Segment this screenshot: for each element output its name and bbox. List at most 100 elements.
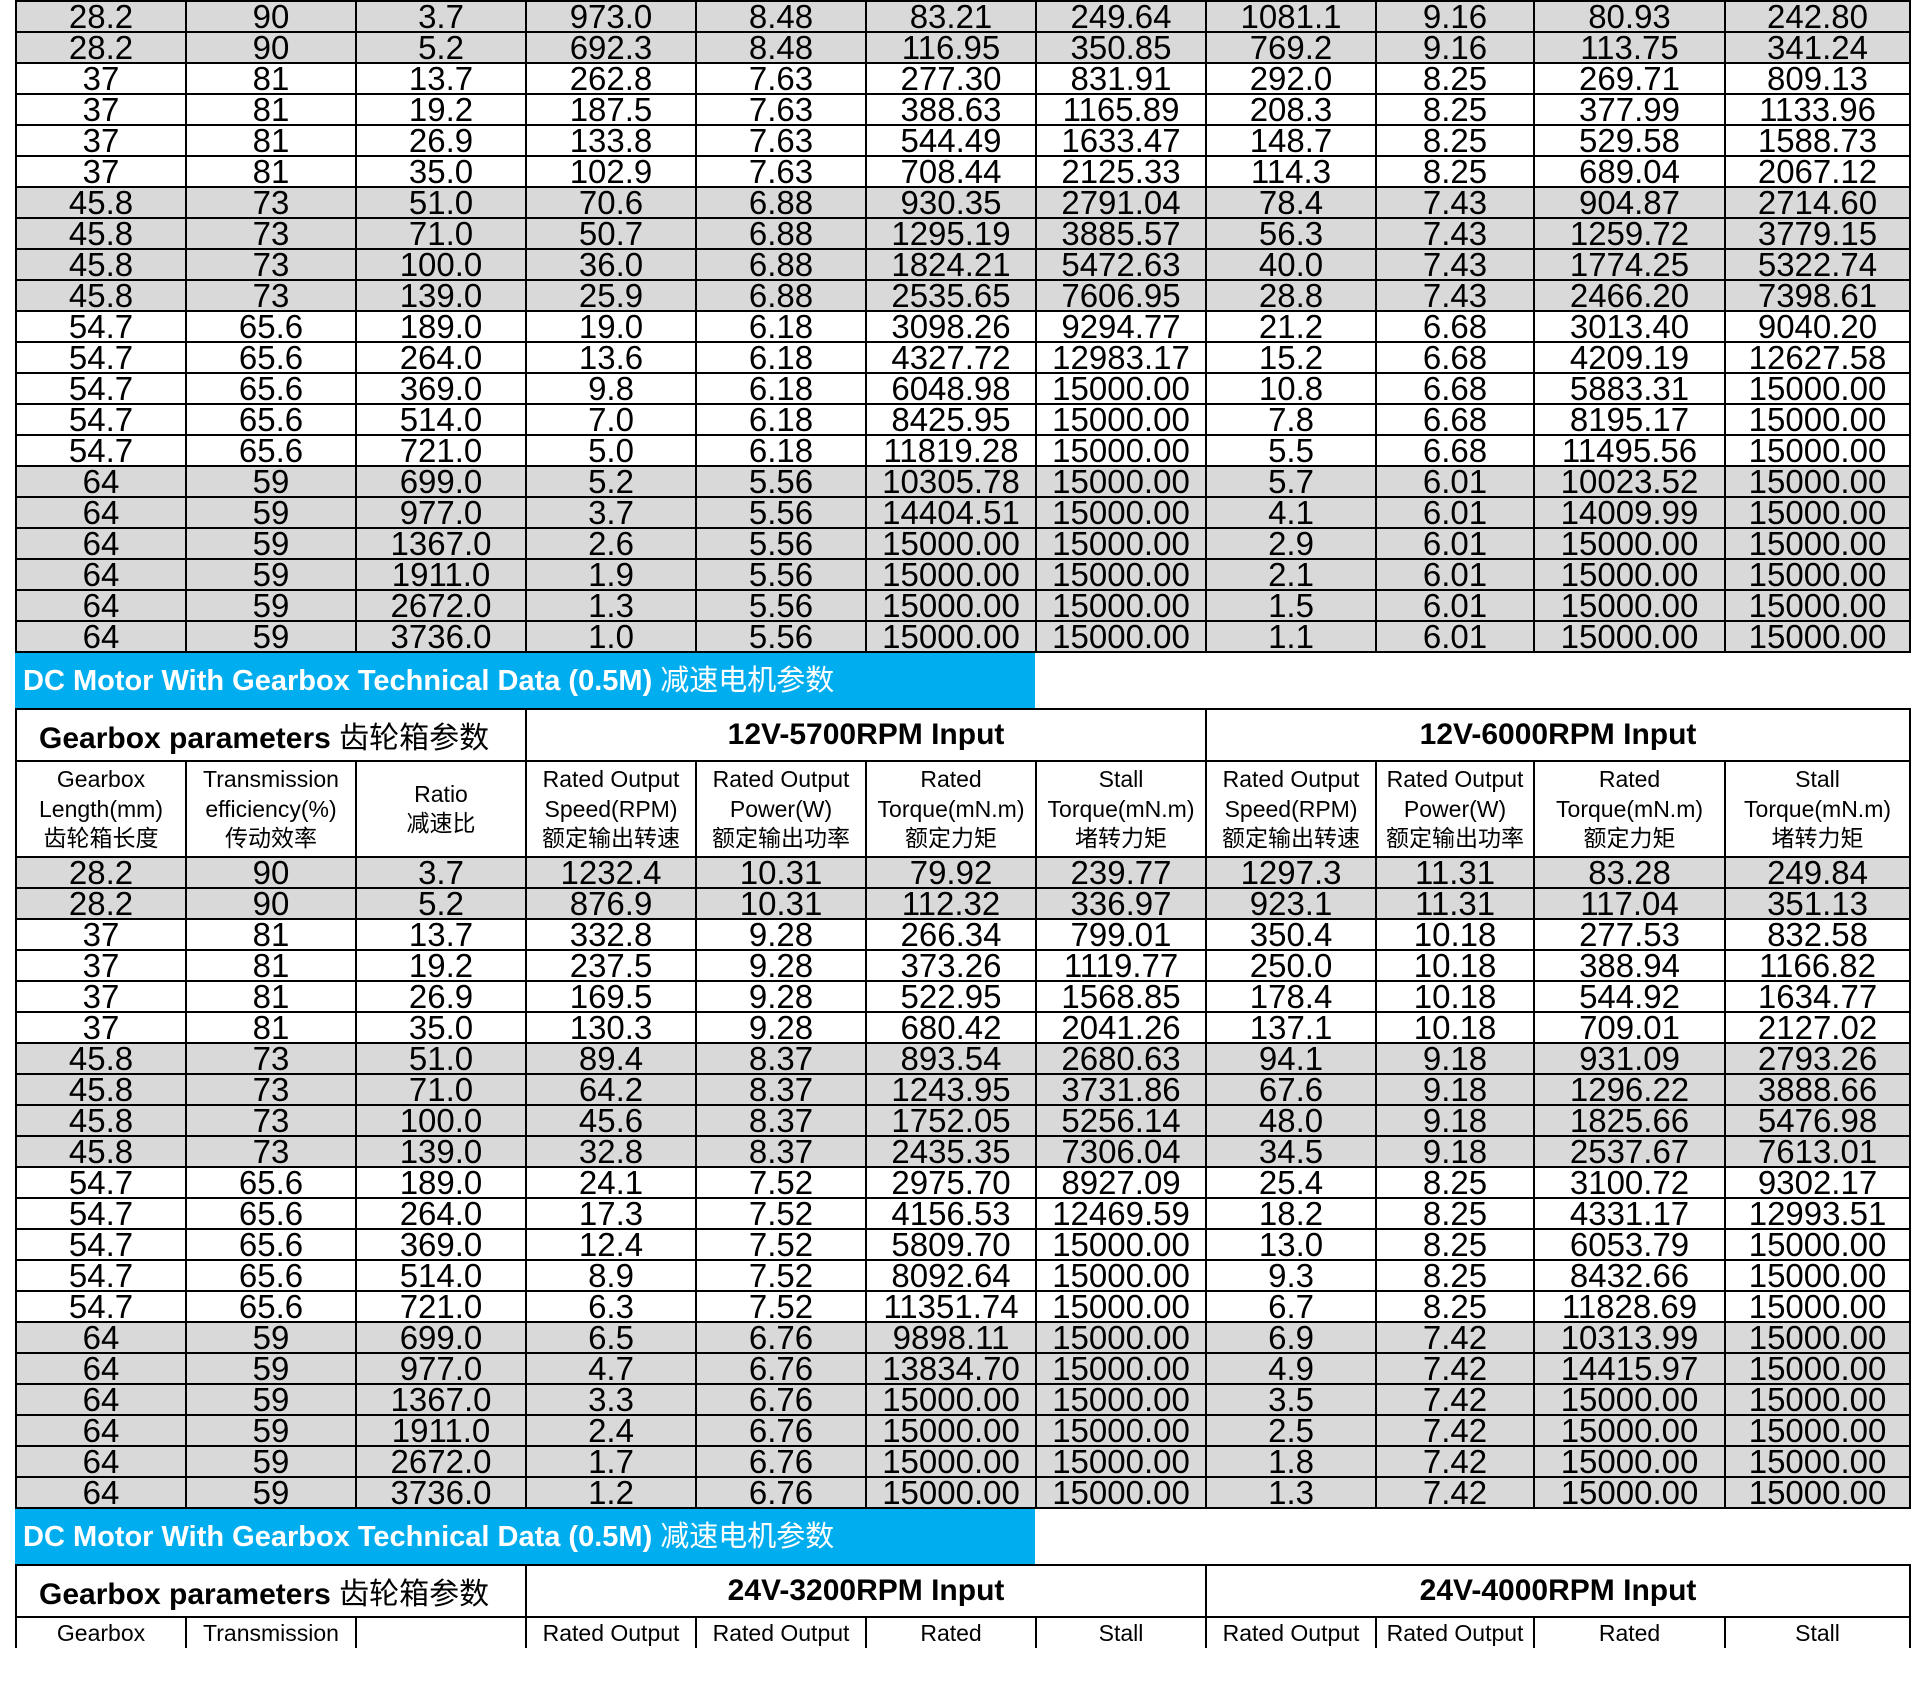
table-cell: 2714.60 [1724, 186, 1911, 219]
table-cell: 8.25 [1375, 62, 1535, 95]
gearbox-params-label-zh: 齿轮箱参数 [339, 721, 490, 756]
table-cell: 113.75 [1533, 31, 1726, 64]
table-cell: 14404.51 [865, 496, 1037, 529]
table-cell: 15000.00 [865, 1476, 1038, 1509]
column-header-en1: Stall [1795, 1620, 1840, 1646]
table-cell: 15000.00 [1035, 465, 1207, 498]
gearbox-params-label: Gearbox parameters [39, 1578, 331, 1611]
table-cell: 15000.00 [1035, 1290, 1208, 1323]
table-cell: 83.21 [865, 0, 1037, 33]
table-cell: 14415.97 [1533, 1352, 1727, 1385]
table-cell: 931.09 [1533, 1042, 1727, 1075]
table-cell: 1295.19 [865, 217, 1037, 250]
table-cell: 5322.74 [1724, 248, 1911, 281]
table-cell: 388.63 [865, 93, 1037, 126]
column-header-en2: Torque(mN.m) [1744, 796, 1892, 822]
table-cell: 25.4 [1205, 1166, 1378, 1199]
table-cell: 6.88 [695, 186, 867, 219]
table-row: 28.2 90 3.7 1232.4 10.31 79.92 239.77 1297.3 11.… [15, 856, 1912, 889]
column-header [354, 1616, 528, 1648]
table-row: 54.7 65.6 264.0 13.6 6.18 4327.72 12983.17 15.2… [15, 341, 1911, 374]
table-cell: 6.68 [1375, 310, 1535, 343]
table-cell: 369.0 [355, 372, 527, 405]
table-cell: 1824.21 [865, 248, 1037, 281]
table-cell: 6.01 [1375, 558, 1535, 591]
table-cell: 6048.98 [865, 372, 1037, 405]
column-header-en2: Power(W) [729, 796, 833, 822]
table-cell: 148.7 [1205, 124, 1377, 157]
table-cell: 189.0 [354, 1166, 528, 1199]
table-cell: 24.1 [525, 1166, 698, 1199]
table-cell: 90 [185, 31, 357, 64]
table-cell: 341.24 [1724, 31, 1911, 64]
banner-title: DC Motor With Gearbox Technical Data (0.… [23, 1521, 653, 1553]
table-cell: 34.5 [1205, 1135, 1378, 1168]
table-row: 45.8 73 51.0 70.6 6.88 930.35 2791.04 78.4 7.43 9… [15, 186, 1911, 219]
column-header: Stall Torque(mN.m) 堵转力矩 [1035, 760, 1208, 858]
column-header: Rated Output [1205, 1616, 1378, 1648]
table-cell: 8.37 [695, 1042, 868, 1075]
table-cell: 2.6 [525, 527, 697, 560]
banner-title-zh: 减速电机参数 [660, 663, 835, 697]
table-cell: 377.99 [1533, 93, 1726, 126]
table-cell: 3098.26 [865, 310, 1037, 343]
column-header: Ratio 减速比 [354, 760, 528, 858]
table-cell: 9294.77 [1035, 310, 1207, 343]
table-cell: 35.0 [354, 1011, 528, 1044]
table-cell: 977.0 [355, 496, 527, 529]
table-cell: 1.7 [525, 1445, 698, 1478]
column-header-en2: Torque(mN.m) [1047, 796, 1195, 822]
table-cell: 3.3 [525, 1383, 698, 1416]
table-cell: 7.63 [695, 93, 867, 126]
column-header-row: Gearbox Transmission Rated Output Rated Out… [15, 1616, 1912, 1648]
table-cell: 100.0 [355, 248, 527, 281]
table-cell: 45.8 [15, 186, 187, 219]
table-cell: 11351.74 [865, 1290, 1038, 1323]
column-header: Gearbox Length(mm) 齿轮箱长度 [15, 760, 187, 858]
table-cell: 5.56 [695, 465, 867, 498]
table-cell: 15000.00 [1035, 1228, 1208, 1261]
column-header-en2: Torque(mN.m) [1556, 796, 1704, 822]
table-cell: 78.4 [1205, 186, 1377, 219]
table-cell: 12983.17 [1035, 341, 1207, 374]
table-cell: 7.52 [695, 1197, 868, 1230]
table-cell: 11.31 [1375, 887, 1536, 920]
table-cell: 689.04 [1533, 155, 1726, 188]
table-row: 37 81 19.2 187.5 7.63 388.63 1165.89 208.3 8.25 3… [15, 93, 1911, 126]
table-row: 64 59 1367.0 3.3 6.76 15000.00 15000.00 3.5 7.42… [15, 1383, 1912, 1416]
table-cell: 116.95 [865, 31, 1037, 64]
column-header: Rated Output Speed(RPM) 额定输出转速 [1205, 760, 1378, 858]
table-cell: 54.7 [15, 1228, 187, 1261]
table-row: 45.8 73 139.0 25.9 6.88 2535.65 7606.95 28.8 7.4… [15, 279, 1911, 312]
column-header-en1: Rated Output [1386, 766, 1524, 792]
table-cell: 6.18 [695, 372, 867, 405]
column-header: Stall [1035, 1616, 1208, 1648]
column-header: Rated Torque(mN.m) 额定力矩 [1533, 760, 1727, 858]
column-header-en1: Gearbox [56, 766, 146, 792]
column-header-en1: Rated Output [542, 1620, 680, 1646]
table-cell: 100.0 [354, 1104, 528, 1137]
table-cell: 237.5 [525, 949, 698, 982]
table-cell: 1568.85 [1035, 980, 1208, 1013]
table-cell: 9040.20 [1724, 310, 1911, 343]
table-cell: 15000.00 [1035, 1414, 1208, 1447]
table-cell: 15000.00 [1035, 558, 1207, 591]
table-cell: 6.9 [1205, 1321, 1378, 1354]
table-row: 64 59 977.0 3.7 5.56 14404.51 15000.00 4.1 6.01 1… [15, 496, 1911, 529]
table-cell: 2.5 [1205, 1414, 1378, 1447]
table-cell: 4156.53 [865, 1197, 1038, 1230]
table-section1: 28.2 90 3.7 973.0 8.48 83.21 249.64 1081.1 9.16 8… [15, 0, 1911, 653]
column-header: Rated Output [695, 1616, 868, 1648]
table-cell: 15000.00 [1533, 527, 1726, 560]
table-cell: 45.8 [15, 279, 187, 312]
table-cell: 28.2 [15, 0, 187, 33]
table-cell: 17.3 [525, 1197, 698, 1230]
table-cell: 1243.95 [865, 1073, 1038, 1106]
table-cell: 13.7 [354, 918, 528, 951]
table-cell: 3.7 [355, 0, 527, 33]
table-cell: 8.25 [1375, 124, 1535, 157]
column-header-zh: 额定输出功率 [712, 826, 851, 852]
column-header-en2: Power(W) [1403, 796, 1507, 822]
table-cell: 9.18 [1375, 1135, 1536, 1168]
table-cell: 59 [185, 558, 357, 591]
